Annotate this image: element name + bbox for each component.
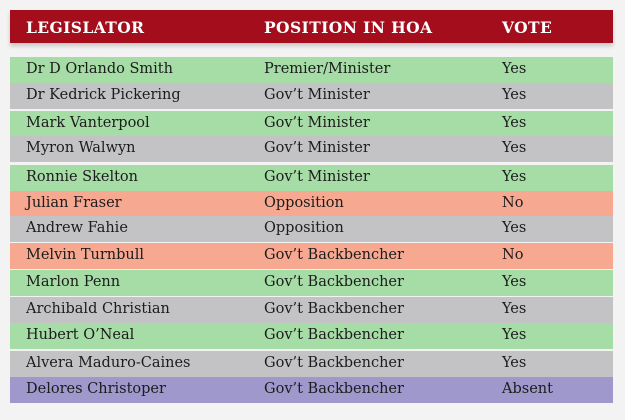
legislator-position: Gov’t Backbencher — [264, 247, 404, 263]
legislator-name: Mark Vanterpool — [26, 115, 150, 131]
table-row: Mark Vanterpool Gov’t Minister Yes — [10, 111, 613, 137]
table-row: Dr D Orlando Smith Premier/Minister Yes — [10, 57, 613, 83]
table-header: LEGISLATOR POSITION IN HOA VOTE — [10, 10, 613, 43]
legislator-name: Marlon Penn — [26, 274, 121, 290]
legislator-name: Dr D Orlando Smith — [26, 61, 173, 77]
legislator-name: Ronnie Skelton — [26, 169, 138, 185]
legislator-position: Opposition — [264, 220, 344, 236]
legislator-name: Dr Kedrick Pickering — [26, 87, 181, 103]
legislator-vote: Yes — [502, 115, 527, 131]
legislator-vote: Yes — [502, 274, 527, 290]
table-row: Alvera Maduro-Caines Gov’t Backbencher Yes — [10, 351, 613, 377]
legislator-name: Archibald Christian — [26, 301, 170, 317]
legislator-vote: No — [502, 195, 524, 211]
legislator-vote: Yes — [502, 327, 527, 343]
table-row: Melvin Turnbull Gov’t Backbencher No — [10, 243, 613, 269]
legislator-vote: Absent — [502, 381, 553, 397]
legislator-position: Gov’t Backbencher — [264, 381, 404, 397]
table-row: Delores Christoper Gov’t Backbencher Absen… — [10, 377, 613, 403]
table-row: Myron Walwyn Gov’t Minister Yes — [10, 136, 613, 162]
legislator-position: Gov’t Backbencher — [264, 355, 404, 371]
table-row: Archibald Christian Gov’t Backbencher Yes — [10, 297, 613, 323]
legislator-position: Gov’t Minister — [264, 87, 370, 103]
legislator-name: Delores Christoper — [26, 381, 166, 397]
legislator-position: Premier/Minister — [264, 61, 391, 77]
table-row: Marlon Penn Gov’t Backbencher Yes — [10, 270, 613, 296]
legislator-position: Gov’t Backbencher — [264, 274, 404, 290]
legislator-name: Julian Fraser — [26, 195, 122, 211]
legislator-position: Gov’t Backbencher — [264, 301, 404, 317]
table-row: Ronnie Skelton Gov’t Minister Yes — [10, 165, 613, 191]
legislator-name: Melvin Turnbull — [26, 247, 145, 263]
legislator-vote: Yes — [502, 140, 527, 156]
legislator-name: Andrew Fahie — [26, 220, 128, 236]
table-row: Andrew Fahie Opposition Yes — [10, 216, 613, 242]
header-position: POSITION IN HOA — [264, 18, 433, 37]
legislator-position: Gov’t Minister — [264, 169, 370, 185]
legislator-vote: No — [502, 247, 524, 263]
legislator-name: Hubert O’Neal — [26, 327, 135, 343]
legislator-vote: Yes — [502, 87, 527, 103]
legislator-position: Gov’t Minister — [264, 140, 370, 156]
legislator-vote: Yes — [502, 169, 527, 185]
legislator-position: Gov’t Minister — [264, 115, 370, 131]
legislator-position: Gov’t Backbencher — [264, 327, 404, 343]
table-row: Julian Fraser Opposition No — [10, 191, 613, 217]
legislator-vote: Yes — [502, 301, 527, 317]
legislator-vote: Yes — [502, 220, 527, 236]
header-vote: VOTE — [502, 18, 553, 37]
legislator-position: Opposition — [264, 195, 344, 211]
legislator-name: Myron Walwyn — [26, 140, 136, 156]
legislator-vote: Yes — [502, 61, 527, 77]
table-row: Dr Kedrick Pickering Gov’t Minister Yes — [10, 83, 613, 109]
header-legislator: LEGISLATOR — [26, 18, 145, 37]
table-row: Hubert O’Neal Gov’t Backbencher Yes — [10, 323, 613, 349]
legislator-vote: Yes — [502, 355, 527, 371]
legislator-name: Alvera Maduro-Caines — [26, 355, 191, 371]
